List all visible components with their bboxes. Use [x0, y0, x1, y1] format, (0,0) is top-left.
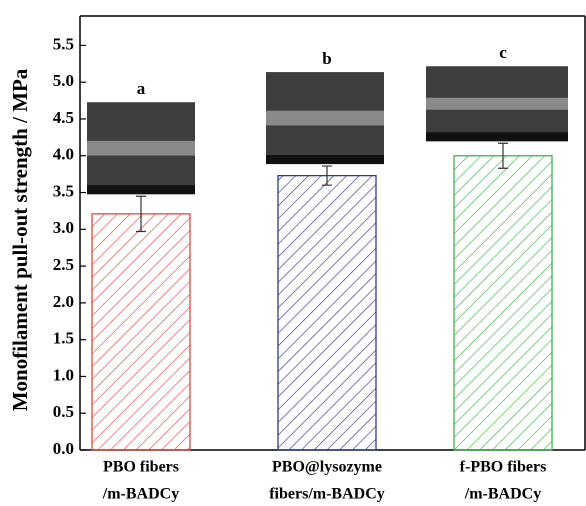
bar	[277, 174, 377, 451]
inset-fiber	[266, 110, 384, 126]
x-tick-label: PBO@lysozyme	[272, 459, 382, 476]
x-tick-label: /m-BADCy	[102, 486, 179, 503]
inset-footer	[266, 155, 384, 165]
y-tick-label: 3.0	[53, 218, 74, 237]
annotation: c	[499, 43, 507, 62]
inset-fiber	[426, 97, 568, 110]
y-tick-label: 2.0	[53, 292, 74, 311]
x-tick-label: fibers/m-BADCy	[269, 486, 385, 503]
y-tick-label: 5.5	[53, 34, 74, 53]
y-tick-label: 1.0	[53, 365, 74, 384]
inset-footer	[87, 185, 195, 195]
annotation: b	[322, 49, 331, 68]
y-tick-label: 1.5	[53, 329, 74, 348]
y-tick-label: 3.5	[53, 181, 74, 200]
x-tick-label: /m-BADCy	[464, 486, 541, 503]
bar	[91, 213, 191, 451]
error-bar	[498, 142, 508, 169]
bar	[453, 155, 553, 451]
y-tick-label: 4.0	[53, 145, 74, 164]
annotation: a	[137, 79, 146, 98]
inset-footer	[426, 132, 568, 142]
y-tick-label: 5.0	[53, 71, 74, 90]
y-axis-label: Monofilament pull-out strength / MPa	[8, 68, 32, 411]
y-tick-label: 0.0	[53, 439, 74, 458]
x-tick-label: PBO fibers	[103, 459, 179, 476]
inset-fiber	[87, 140, 195, 156]
error-bar	[136, 195, 146, 233]
y-tick-label: 2.5	[53, 255, 74, 274]
y-tick-label: 4.5	[53, 108, 74, 127]
error-bar	[322, 165, 332, 186]
x-tick-label: f-PBO fibers	[460, 459, 547, 476]
y-tick-label: 0.5	[53, 402, 74, 421]
